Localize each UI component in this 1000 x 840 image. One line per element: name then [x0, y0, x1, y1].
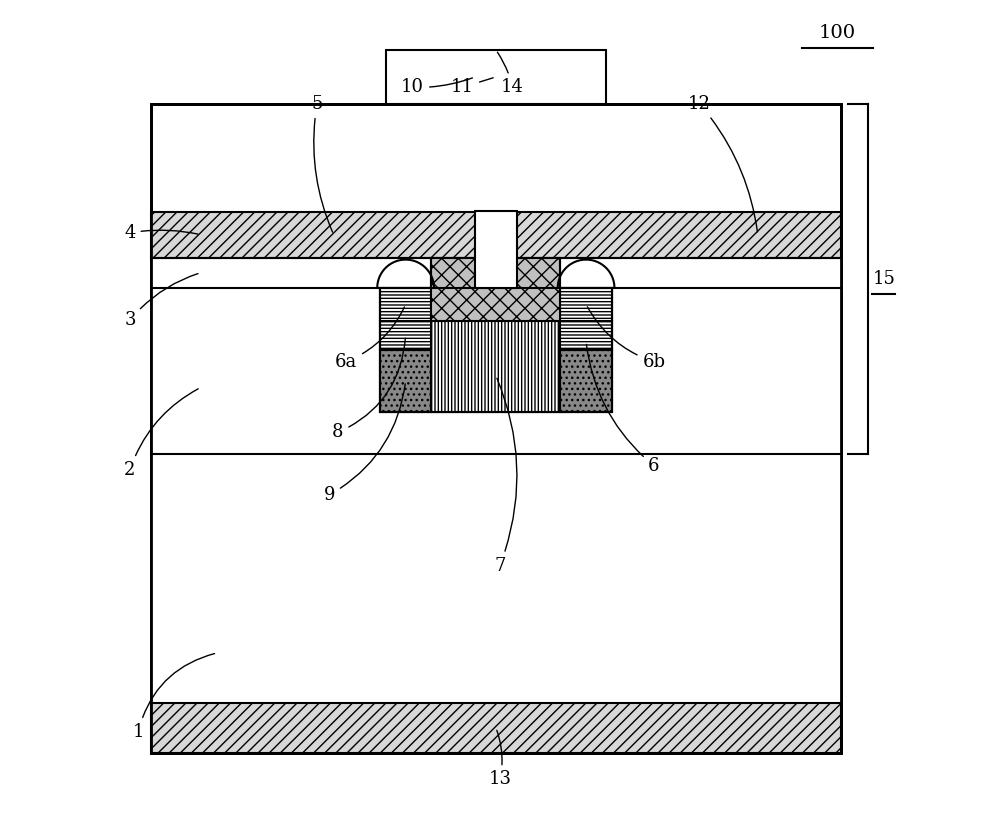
Text: 12: 12: [688, 95, 757, 232]
Bar: [151, 454, 841, 703]
Text: 2: 2: [124, 389, 198, 479]
Bar: [386, 50, 606, 104]
Text: 8: 8: [332, 339, 405, 442]
Text: 6a: 6a: [335, 307, 404, 370]
Bar: [560, 288, 612, 321]
Text: 4: 4: [124, 224, 198, 242]
Bar: [151, 703, 841, 753]
Text: 10: 10: [401, 78, 472, 97]
Bar: [151, 212, 841, 258]
Text: 1: 1: [132, 654, 215, 741]
Text: 3: 3: [124, 274, 198, 329]
Bar: [380, 350, 431, 412]
Text: 5: 5: [311, 95, 333, 232]
Bar: [560, 350, 612, 412]
Text: 14: 14: [497, 52, 524, 97]
Bar: [380, 288, 612, 412]
Bar: [380, 321, 431, 350]
Text: 6b: 6b: [587, 307, 665, 370]
Text: 13: 13: [488, 730, 512, 788]
Bar: [151, 258, 841, 288]
Text: 6: 6: [586, 344, 660, 475]
Bar: [151, 104, 841, 753]
Bar: [151, 288, 841, 454]
Bar: [560, 321, 612, 350]
Text: 100: 100: [818, 24, 855, 42]
Text: 7: 7: [494, 378, 517, 575]
Bar: [380, 288, 431, 321]
Bar: [431, 321, 560, 412]
Text: 9: 9: [324, 384, 405, 504]
Bar: [151, 104, 841, 753]
Bar: [475, 211, 517, 288]
Text: 11: 11: [451, 78, 493, 97]
Bar: [431, 258, 560, 321]
Bar: [380, 288, 612, 412]
Text: 15: 15: [873, 270, 895, 288]
